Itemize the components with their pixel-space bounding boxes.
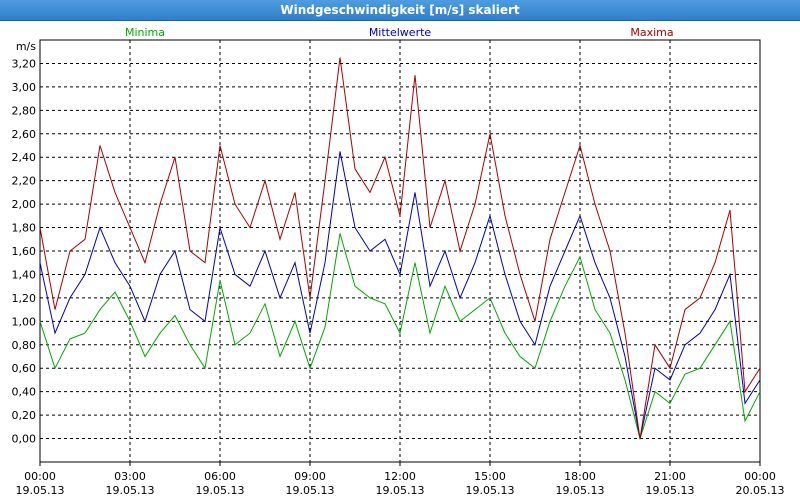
y-tick-label: 0,60 bbox=[12, 362, 37, 375]
x-tick-date: 19.05.13 bbox=[286, 484, 335, 497]
wind-speed-chart: 3,20 3,00 2,80 2,60 2,40 2,20 2,00 1,80 1,60 1,40… bbox=[12, 26, 785, 497]
x-tick-time: 06:00 bbox=[204, 470, 236, 483]
y-tick-label: 2,80 bbox=[12, 104, 37, 117]
legend-mittelwerte: Mittelwerte bbox=[369, 26, 432, 39]
y-tick-label: 2,40 bbox=[12, 151, 37, 164]
series-line-maxima bbox=[39, 57, 761, 439]
x-tick-date: 19.05.13 bbox=[376, 484, 425, 497]
y-tick-label: 1,40 bbox=[12, 268, 37, 281]
y-tick-label: 1,80 bbox=[12, 222, 37, 235]
y-tick-label: 1,60 bbox=[12, 245, 37, 258]
x-tick-date: 19.05.13 bbox=[556, 484, 605, 497]
x-tick-date: 19.05.13 bbox=[466, 484, 515, 497]
x-tick-time: 21:00 bbox=[654, 470, 686, 483]
x-tick-time: 15:00 bbox=[474, 470, 506, 483]
x-tick-time: 18:00 bbox=[564, 470, 596, 483]
y-tick-label: 1,20 bbox=[12, 292, 37, 305]
chart-title: Windgeschwindigkeit [m/s] skaliert bbox=[0, 0, 800, 21]
y-tick-label: 2,00 bbox=[12, 198, 37, 211]
x-tick-time: 03:00 bbox=[114, 470, 146, 483]
y-tick-label: 3,00 bbox=[12, 81, 37, 94]
x-tick-date: 19.05.13 bbox=[646, 484, 695, 497]
y-tick-label: 0,00 bbox=[12, 433, 37, 446]
x-tick-date: 19.05.13 bbox=[16, 484, 65, 497]
y-tick-label: 3,20 bbox=[12, 57, 37, 70]
y-tick-label: 1,00 bbox=[12, 315, 37, 328]
y-tick-label: 0,80 bbox=[12, 339, 37, 352]
y-tick-label: 2,20 bbox=[12, 175, 37, 188]
legend-minima: Minima bbox=[125, 26, 165, 39]
y-axis-label: m/s bbox=[16, 40, 36, 53]
x-tick-date: 19.05.13 bbox=[106, 484, 155, 497]
y-tick-label: 0,20 bbox=[12, 409, 37, 422]
x-tick-date: 19.05.13 bbox=[196, 484, 245, 497]
x-tick-date: 20.05.13 bbox=[736, 484, 785, 497]
x-tick-time: 09:00 bbox=[294, 470, 326, 483]
x-tick-time: 00:00 bbox=[24, 470, 56, 483]
x-tick-time: 00:00 bbox=[744, 470, 776, 483]
x-tick-time: 12:00 bbox=[384, 470, 416, 483]
y-tick-label: 0,40 bbox=[12, 386, 37, 399]
legend-maxima: Maxima bbox=[630, 26, 673, 39]
y-tick-label: 2,60 bbox=[12, 128, 37, 141]
